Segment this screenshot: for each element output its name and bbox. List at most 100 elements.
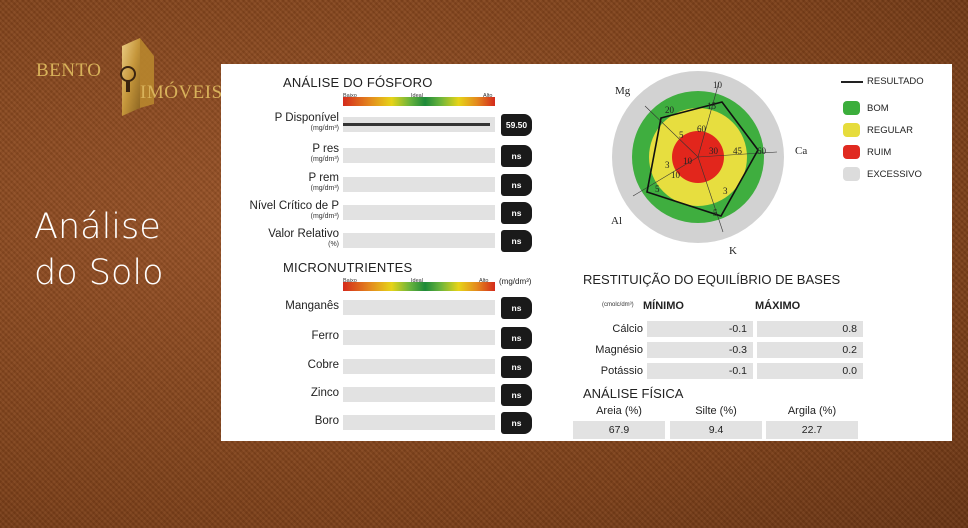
radar-label-ca: Ca <box>795 145 807 157</box>
phosphorus-row-unit: (mg/dm³) <box>310 156 339 163</box>
phosphorus-row-value: ns <box>501 145 532 167</box>
physical-col-label: Areia (%) <box>596 405 642 417</box>
legend-label: RUIM <box>867 147 892 158</box>
radar-tick-label: 30 <box>709 146 719 156</box>
micronutrient-value: ns <box>501 356 532 378</box>
micronutrient-value: ns <box>501 327 532 349</box>
phosphorus-row-label: Nível Crítico de P <box>249 200 339 212</box>
radar-label-mg: Mg <box>615 85 631 97</box>
radar-tick-label: 3 <box>665 160 670 170</box>
micronutrient-label: Boro <box>314 415 339 427</box>
physical-col-value: 9.4 <box>670 421 762 439</box>
radar-tick-label: 15 <box>707 101 717 111</box>
phosphorus-row-label: P Disponível <box>274 112 339 124</box>
bases-min-header: MÍNIMO <box>643 300 684 312</box>
logo-text-bento: BENTO <box>36 60 102 81</box>
bases-row-label: Potássio <box>600 365 643 377</box>
slide-title: Análise do Solo <box>34 204 164 296</box>
bases-row-max: 0.8 <box>757 321 863 337</box>
micronutrients-title: MICRONUTRIENTES <box>283 260 413 275</box>
logo-emblem-icon <box>120 38 154 116</box>
radar-label-k: K <box>729 245 737 257</box>
radar-tick-label: 3 <box>723 186 728 196</box>
radar-tick-label: 60 <box>757 146 767 156</box>
phosphorus-row-label: Valor Relativo <box>268 228 339 240</box>
physical-col-label: Argila (%) <box>787 405 837 417</box>
legend-label: EXCESSIVO <box>867 169 922 180</box>
phosphorus-title: ANÁLISE DO FÓSFORO <box>283 75 433 90</box>
radar-axis-mg <box>644 105 699 158</box>
phosphorus-row-unit: (mg/dm³) <box>310 185 339 192</box>
micro-scale-ideal-label: Ideal <box>411 278 423 284</box>
radar-axis-ca <box>697 151 778 158</box>
radar-result-polygon <box>646 101 759 217</box>
micronutrient-bar <box>343 359 495 374</box>
phosphorus-row-bar <box>343 148 495 163</box>
micronutrient-label: Ferro <box>311 330 339 342</box>
phosphorus-row-label: P rem <box>308 172 339 184</box>
micronutrient-bar <box>343 330 495 345</box>
legend-swatch <box>843 101 860 115</box>
legend-result-line <box>841 81 863 83</box>
bases-row-min: -0.3 <box>647 342 753 358</box>
phosphorus-row-bar <box>343 177 495 192</box>
radar-axis-top <box>697 81 720 158</box>
bases-max-header: MÁXIMO <box>755 300 801 312</box>
radar-tick-label: 5 <box>655 184 660 194</box>
legend-swatch <box>843 167 860 181</box>
phosphorus-row-bar-fill <box>343 123 490 126</box>
scale-low-label: Baixo <box>343 93 357 99</box>
physical-col-value: 67.9 <box>573 421 665 439</box>
soil-report-panel: ANÁLISE DO FÓSFORO Baixo Ideal Alto P Di… <box>221 64 952 441</box>
legend-result-label: RESULTADO <box>867 76 924 87</box>
phosphorus-row-label: P res <box>312 143 339 155</box>
physical-col-value: 22.7 <box>766 421 858 439</box>
radar-tick-label: 5 <box>713 208 718 218</box>
slide-title-line2: do Solo <box>34 253 164 293</box>
radar-tick-label: 10 <box>713 80 723 90</box>
bases-row-label: Magnésio <box>595 344 643 356</box>
micronutrient-value: ns <box>501 297 532 319</box>
logo-text-imoveis: IMÓVEIS <box>140 82 223 103</box>
physical-title: ANÁLISE FÍSICA <box>583 386 684 401</box>
bases-row-min: -0.1 <box>647 363 753 379</box>
legend-label: REGULAR <box>867 125 913 136</box>
radar-tick-label: 10 <box>683 156 693 166</box>
micronutrient-label: Cobre <box>307 359 339 371</box>
phosphorus-row-unit: (mg/dm³) <box>310 213 339 220</box>
radar-axis-k <box>697 156 724 233</box>
phosphorus-row-value: ns <box>501 174 532 196</box>
micronutrient-bar <box>343 387 495 402</box>
radar-tick-label: 5 <box>679 130 684 140</box>
radar-tick-label: 60 <box>697 124 707 134</box>
radar-tick-label: 45 <box>733 146 743 156</box>
bases-unit: (cmolc/dm³) <box>602 302 634 308</box>
radar-axis-al <box>632 156 699 197</box>
phosphorus-row-value: ns <box>501 202 532 224</box>
phosphorus-scale-bar <box>343 97 495 106</box>
phosphorus-row-bar <box>343 117 495 132</box>
micro-scale-high-label: Alto <box>479 278 489 284</box>
bases-row-max: 0.2 <box>757 342 863 358</box>
micronutrient-bar <box>343 415 495 430</box>
micro-unit-label: (mg/dm³) <box>499 277 532 286</box>
bases-title: RESTITUIÇÃO DO EQUILÍBRIO DE BASES <box>583 272 841 287</box>
radar-tick-label: 10 <box>671 170 681 180</box>
micronutrient-value: ns <box>501 384 532 406</box>
bases-row-min: -0.1 <box>647 321 753 337</box>
phosphorus-row-unit: (%) <box>328 241 339 248</box>
phosphorus-row-value: ns <box>501 230 532 252</box>
phosphorus-row-value: 59.50 <box>501 114 532 136</box>
company-logo: BENTO IMÓVEIS <box>34 38 224 128</box>
legend-label: BOM <box>867 103 889 114</box>
radar-tick-label: 20 <box>665 105 675 115</box>
phosphorus-row-bar <box>343 205 495 220</box>
micro-scale-low-label: Baixo <box>343 278 357 284</box>
micronutrient-value: ns <box>501 412 532 434</box>
micro-scale-bar <box>343 282 495 291</box>
legend-swatch <box>843 145 860 159</box>
phosphorus-row-bar <box>343 233 495 248</box>
phosphorus-row-unit: (mg/dm³) <box>310 125 339 132</box>
